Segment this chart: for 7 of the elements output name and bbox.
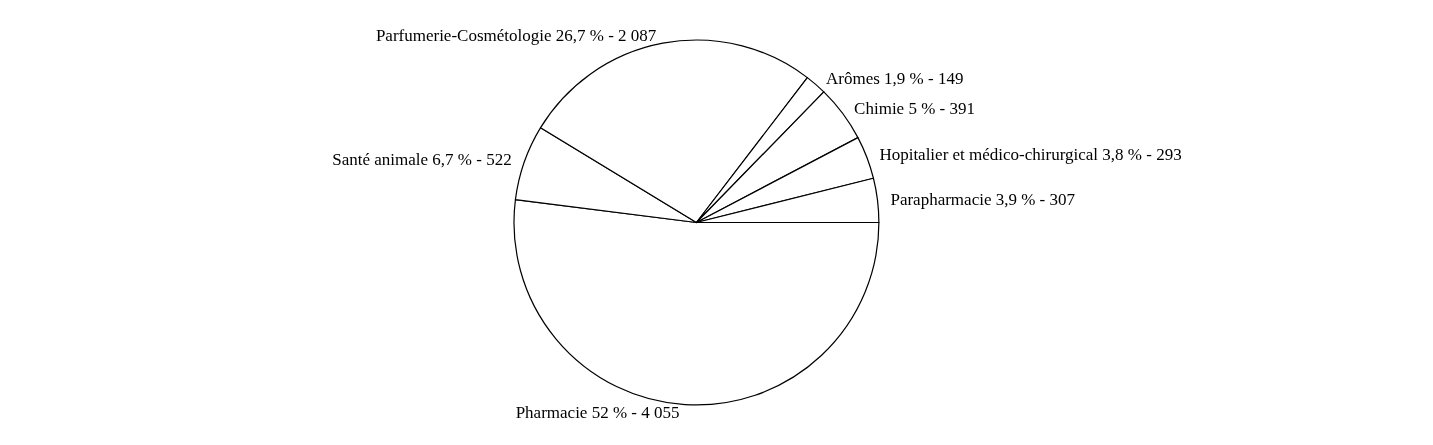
slice-label: Chimie 5 % - 391 [854,99,975,119]
slice-label: Pharmacie 52 % - 4 055 [515,403,680,423]
slice-label: Parapharmacie 3,9 % - 307 [890,189,1076,209]
slice-label: Santé animale 6,7 % - 522 [332,150,512,170]
slice-label: Hopitalier et médico-chirurgical 3,8 % - 293 [879,145,1182,165]
slice-label: Parfumerie-Cosmétologie 26,7 % - 2 087 [375,25,657,45]
slice-label: Arômes 1,9 % - 149 [826,68,964,88]
